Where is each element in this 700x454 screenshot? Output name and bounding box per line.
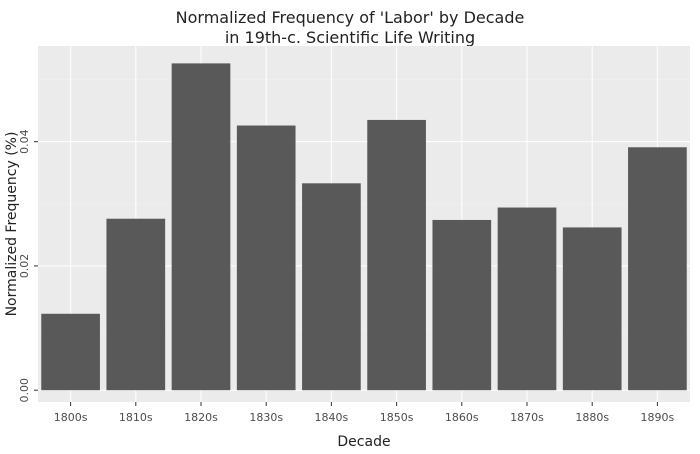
x-axis-ticks: 1800s 1810s 1820s 1830s 1840s 1850s 1860s 1870s… [54,402,675,424]
chart-title: Normalized Frequency of 'Labor' by Decad… [176,8,525,47]
x-tick-label: 1850s [380,411,414,424]
bar-1830s [236,125,296,391]
y-tick-label: 0.02 [18,254,31,279]
x-tick-label: 1800s [54,411,88,424]
bar-1820s [171,63,231,391]
y-tick-label: 0.04 [18,129,31,154]
x-tick-label: 1830s [249,411,283,424]
x-tick-label: 1890s [641,411,675,424]
bar-1810s [106,218,166,391]
x-tick-label: 1810s [119,411,153,424]
bar-1890s [628,147,687,391]
chart-title-line: Normalized Frequency of 'Labor' by Decad… [176,8,525,27]
bar-1800s [41,313,100,391]
x-tick-label: 1880s [575,411,609,424]
bar-1840s [302,183,361,391]
bars [41,63,687,391]
x-tick-label: 1840s [315,411,349,424]
y-tick-label: 0.00 [18,378,31,403]
chart-title-line: in 19th-c. Scientific Life Writing [225,28,475,47]
bar-1860s [432,219,492,391]
bar-1880s [562,227,622,391]
x-tick-label: 1860s [445,411,479,424]
x-tick-label: 1870s [510,411,544,424]
y-axis-title: Normalized Frequency (%) [4,132,20,317]
y-axis-ticks: 0.00 0.02 0.04 [18,129,38,402]
bar-1870s [497,207,557,391]
bar-1850s [367,119,426,391]
x-axis-title: Decade [337,434,390,450]
x-tick-label: 1820s [184,411,218,424]
